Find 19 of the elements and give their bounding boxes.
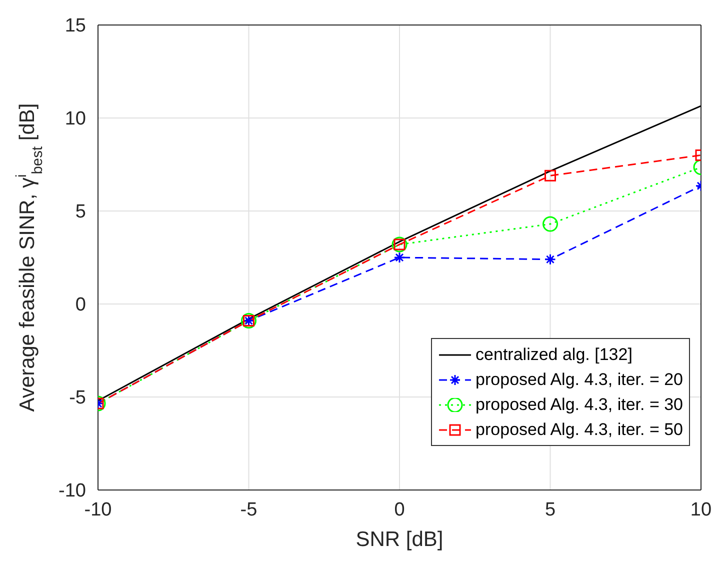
legend-label: centralized alg. [132]	[476, 344, 632, 364]
point	[544, 254, 556, 266]
x-tick-label: 10	[690, 499, 712, 520]
y-tick-label: 0	[75, 294, 86, 316]
y-tick-label: 15	[64, 16, 86, 37]
y-tick-label: -10	[58, 480, 86, 502]
point	[542, 216, 558, 232]
x-axis-title: SNR [dB]	[356, 528, 444, 551]
y-tick-label: -5	[69, 388, 86, 409]
x-tick-label: 0	[394, 499, 405, 520]
y-tick-label: 5	[75, 202, 86, 223]
legend-label: proposed Alg. 4.3, iter. = 30	[476, 394, 683, 414]
legend-label: proposed Alg. 4.3, iter. = 20	[476, 370, 683, 390]
point	[394, 252, 406, 264]
point	[544, 170, 556, 182]
legend-label: proposed Alg. 4.3, iter. = 50	[476, 420, 683, 440]
x-tick-label: 5	[544, 499, 556, 520]
y-tick-label: 10	[64, 108, 86, 130]
x-tick-label: -5	[240, 499, 258, 520]
